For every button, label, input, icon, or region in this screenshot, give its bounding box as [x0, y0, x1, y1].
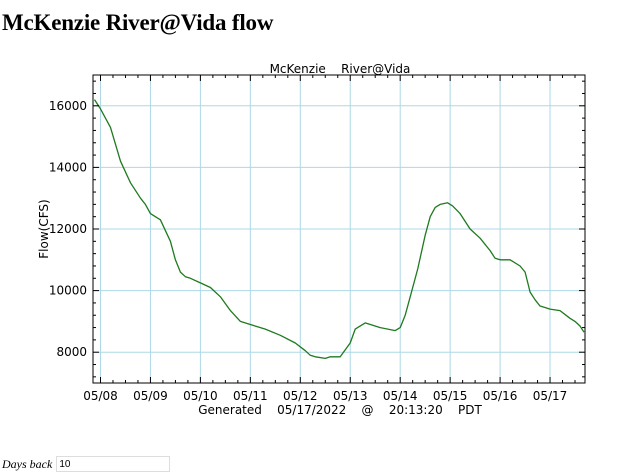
- x-tick-label: 05/12: [283, 389, 318, 403]
- page-title: McKenzie River@Vida flow: [2, 10, 274, 35]
- y-tick-label: 8000: [56, 345, 87, 359]
- y-axis: 8000 10000 12000 14000 16000: [49, 80, 585, 378]
- x-tick-label: 05/13: [333, 389, 368, 403]
- x-tick-label: 05/17: [533, 389, 568, 403]
- y-tick-label: 10000: [49, 284, 87, 298]
- days-back-control: Days back: [2, 455, 171, 473]
- chart-series: [93, 99, 585, 360]
- flow-series-line: [93, 99, 585, 360]
- x-tick-label: 05/10: [183, 389, 218, 403]
- chart-gridlines: [93, 75, 585, 383]
- flow-chart: McKenzie River@Vida 8000 10000 12000 14000 1…: [37, 62, 586, 417]
- y-tick-label: 16000: [49, 99, 87, 113]
- y-tick-label: 12000: [49, 222, 87, 236]
- days-back-input[interactable]: [56, 456, 171, 472]
- chart-title: McKenzie River@Vida: [270, 62, 411, 76]
- y-axis-label: Flow(CFS): [37, 199, 51, 258]
- days-back-label: Days back: [2, 456, 53, 471]
- x-tick-label: 05/08: [83, 389, 118, 403]
- x-tick-label: 05/09: [133, 389, 168, 403]
- x-tick-label: 05/14: [383, 389, 418, 403]
- x-axis-label: Generated 05/17/2022 @ 20:13:20 PDT: [198, 403, 482, 417]
- x-tick-label: 05/11: [233, 389, 268, 403]
- x-tick-label: 05/16: [483, 389, 518, 403]
- y-tick-label: 14000: [49, 160, 87, 174]
- x-tick-label: 05/15: [433, 389, 468, 403]
- x-axis: 05/08 05/09 05/10 05/11 05/12 05/13 05/14 05/15…: [83, 75, 576, 403]
